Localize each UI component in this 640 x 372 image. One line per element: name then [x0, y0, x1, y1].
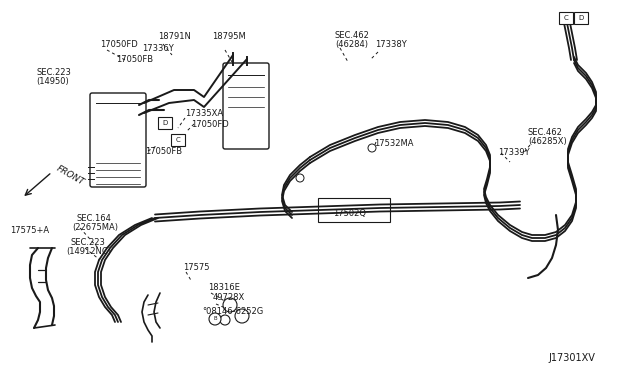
Text: C: C [175, 137, 180, 143]
Text: 17575: 17575 [183, 263, 209, 272]
Text: 17502Q: 17502Q [333, 208, 366, 218]
Text: 17050FD: 17050FD [100, 39, 138, 48]
Circle shape [235, 309, 249, 323]
Text: 18795M: 18795M [212, 32, 246, 41]
Text: 17339Y: 17339Y [498, 148, 530, 157]
Bar [158, 117, 172, 129]
Text: 17575+A: 17575+A [10, 225, 49, 234]
Text: D: D [163, 120, 168, 126]
Text: 18316E: 18316E [208, 282, 240, 292]
Text: 17050FB: 17050FB [145, 147, 182, 155]
Text: (2): (2) [208, 317, 220, 326]
Text: C: C [564, 15, 568, 21]
Text: SEC.223: SEC.223 [36, 67, 71, 77]
Text: 17050FD: 17050FD [191, 119, 228, 128]
Text: (22675MA): (22675MA) [72, 222, 118, 231]
Text: °08146-6252G: °08146-6252G [202, 307, 263, 315]
Text: SEC.223: SEC.223 [70, 237, 105, 247]
Text: 17050FB: 17050FB [116, 55, 153, 64]
Text: (14912NC): (14912NC) [66, 247, 111, 256]
Text: SEC.462: SEC.462 [528, 128, 563, 137]
Text: B: B [213, 317, 217, 321]
Text: 17532MA: 17532MA [374, 138, 413, 148]
Bar [318, 198, 390, 222]
Bar [574, 12, 588, 24]
Text: (46285X): (46285X) [528, 137, 567, 145]
FancyBboxPatch shape [223, 63, 269, 149]
Text: 17336Y: 17336Y [142, 44, 173, 52]
Text: 18791N: 18791N [158, 32, 191, 41]
Text: J17301XV: J17301XV [548, 353, 595, 363]
Text: 49728X: 49728X [213, 294, 245, 302]
Text: 17335XA: 17335XA [185, 109, 223, 118]
Text: 17338Y: 17338Y [375, 39, 407, 48]
Text: (46284): (46284) [335, 39, 368, 48]
Circle shape [368, 144, 376, 152]
Bar [171, 134, 185, 146]
Text: D: D [579, 15, 584, 21]
FancyBboxPatch shape [90, 93, 146, 187]
Text: FRONT: FRONT [55, 164, 86, 187]
Text: SEC.462: SEC.462 [335, 31, 370, 39]
Circle shape [220, 315, 230, 325]
Circle shape [223, 298, 237, 312]
Circle shape [209, 313, 221, 325]
Circle shape [296, 174, 304, 182]
Text: (14950): (14950) [36, 77, 68, 86]
Bar [559, 12, 573, 24]
Text: SEC.164: SEC.164 [76, 214, 111, 222]
